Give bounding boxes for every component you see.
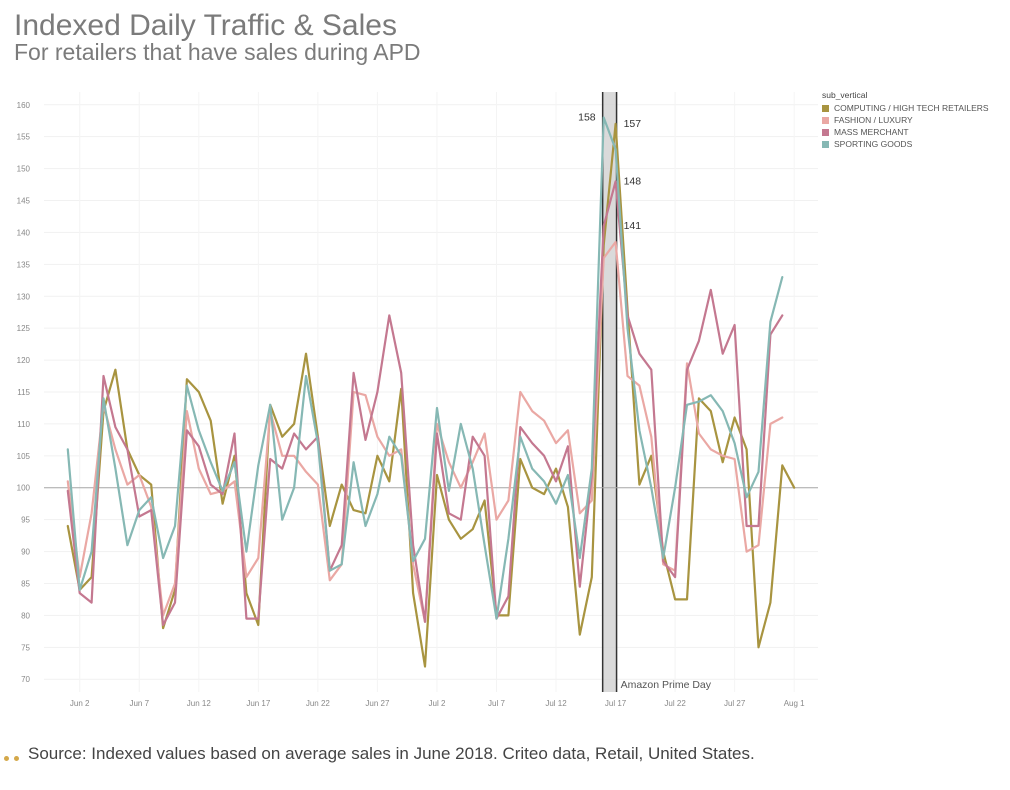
legend-swatch — [822, 140, 829, 148]
x-tick-label: Jul 7 — [488, 699, 505, 708]
legend-title: sub_vertical — [822, 90, 868, 100]
y-tick-label: 90 — [21, 548, 30, 557]
legend-label: FASHION / LUXURY — [834, 115, 913, 125]
legend-item-computing[interactable]: COMPUTING / HIGH TECH RETAILERS — [822, 102, 989, 114]
chart-title: Indexed Daily Traffic & Sales — [14, 9, 397, 42]
x-tick-label: Jun 17 — [246, 699, 271, 708]
bullet-dot — [14, 756, 19, 761]
y-tick-label: 95 — [21, 516, 30, 525]
series-line — [66, 122, 796, 668]
x-tick-label: Jun 12 — [187, 699, 212, 708]
y-tick-label: 75 — [21, 643, 30, 652]
y-tick-label: 155 — [17, 133, 31, 142]
x-tick-label: Jun 22 — [306, 699, 331, 708]
legend-label: MASS MERCHANT — [834, 127, 909, 137]
y-tick-label: 110 — [17, 420, 30, 429]
x-tick-label: Jun 2 — [70, 699, 90, 708]
y-tick-label: 105 — [17, 452, 31, 461]
peak-value-label: 148 — [624, 175, 642, 187]
legend-swatch — [822, 116, 829, 124]
peak-value-label: 141 — [624, 220, 642, 232]
legend-item-fashion[interactable]: FASHION / LUXURY — [822, 114, 989, 126]
legend-item-sporting-goods[interactable]: SPORTING GOODS — [822, 138, 989, 150]
x-tick-label: Jul 27 — [724, 699, 746, 708]
chart-subtitle: For retailers that have sales during APD — [14, 39, 421, 65]
y-tick-label: 135 — [17, 260, 31, 269]
x-tick-label: Jul 2 — [429, 699, 446, 708]
legend-label: SPORTING GOODS — [834, 139, 913, 149]
x-tick-label: Aug 1 — [784, 699, 805, 708]
legend-swatch — [822, 128, 829, 136]
x-tick-label: Jun 27 — [365, 699, 390, 708]
series-line — [66, 116, 784, 620]
series-layer — [66, 116, 796, 668]
series-line — [66, 180, 784, 627]
axis-layer: 70 75 80 85 90 95 100 105 110 115 120 125 130 135 140 1… — [17, 101, 818, 708]
legend-label: COMPUTING / HIGH TECH RETAILERS — [834, 103, 989, 113]
y-tick-label: 85 — [21, 579, 30, 588]
y-tick-label: 145 — [17, 197, 31, 206]
prime-day-band — [602, 92, 617, 692]
y-tick-label: 120 — [17, 356, 31, 365]
legend-swatch — [822, 104, 829, 112]
y-tick-label: 80 — [21, 611, 30, 620]
x-tick-label: Jun 7 — [129, 699, 149, 708]
peak-value-label: 158 — [578, 112, 596, 124]
legend: sub_vertical COMPUTING / HIGH TECH RETAI… — [822, 90, 989, 150]
legend-item-mass-merchant[interactable]: MASS MERCHANT — [822, 126, 989, 138]
peak-value-label: 157 — [624, 118, 642, 130]
x-tick-label: Jul 17 — [605, 699, 627, 708]
y-tick-label: 150 — [17, 165, 31, 174]
y-tick-label: 70 — [21, 675, 30, 684]
y-tick-label: 160 — [17, 101, 31, 110]
y-tick-label: 130 — [17, 292, 31, 301]
x-tick-label: Jul 22 — [664, 699, 686, 708]
annotation-layer: 158 157 148 141 — [578, 112, 641, 233]
source-note: Source: Indexed values based on average … — [28, 744, 755, 763]
prime-day-label: Amazon Prime Day — [621, 679, 712, 691]
y-tick-label: 140 — [17, 228, 31, 237]
y-tick-label: 115 — [17, 388, 30, 397]
y-tick-label: 100 — [17, 484, 31, 493]
x-tick-label: Jul 12 — [545, 699, 567, 708]
y-tick-label: 125 — [17, 324, 31, 333]
bullet-dot — [4, 756, 9, 761]
